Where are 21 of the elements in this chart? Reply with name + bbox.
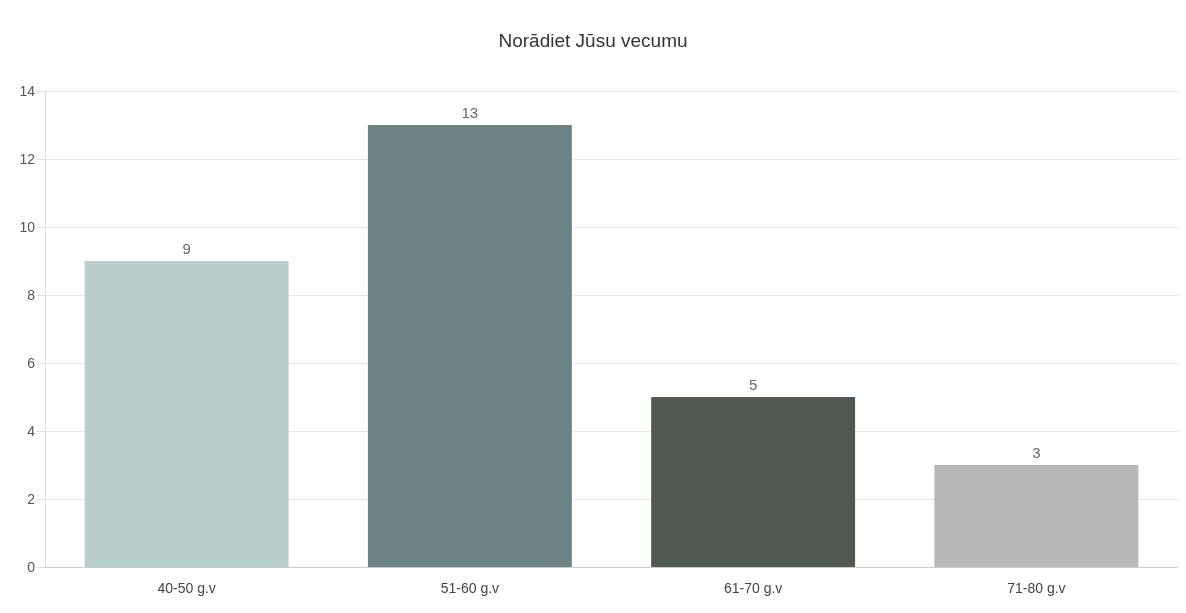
bar: [84, 261, 289, 567]
y-tick-label: 6: [27, 355, 36, 371]
y-tick-label: 2: [27, 491, 36, 507]
y-tick-label: 0: [27, 559, 36, 575]
chart-title: Norādiet Jūsu vecumu: [498, 30, 688, 51]
y-tick-label: 14: [19, 83, 36, 99]
bar: [367, 125, 572, 567]
x-tick-label: 71-80 g.v: [1007, 580, 1066, 596]
x-tick-label: 61-70 g.v: [723, 580, 783, 596]
y-tick-label: 12: [19, 151, 36, 167]
data-label: 5: [748, 376, 758, 393]
y-tick-label: 10: [19, 219, 36, 235]
data-label: 9: [182, 240, 191, 257]
bar: [651, 397, 856, 567]
bar: [934, 465, 1139, 567]
data-label: 3: [1032, 444, 1041, 461]
x-tick-label: 51-60 g.v: [440, 580, 500, 596]
x-tick-label: 40-50 g.v: [157, 580, 216, 596]
y-tick-label: 8: [27, 287, 36, 303]
y-tick-label: 4: [27, 423, 36, 439]
data-label: 13: [461, 104, 479, 121]
